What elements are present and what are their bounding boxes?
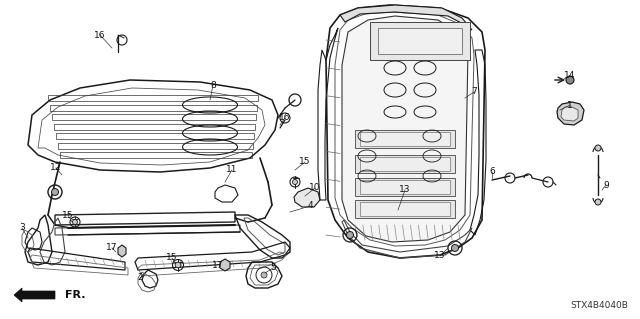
Text: 15: 15 (166, 254, 178, 263)
Text: 17: 17 (212, 262, 224, 271)
Text: 8: 8 (210, 80, 216, 90)
Circle shape (566, 76, 574, 84)
Polygon shape (220, 259, 230, 271)
Text: 14: 14 (564, 71, 576, 80)
Text: 17: 17 (106, 243, 118, 253)
Circle shape (51, 189, 58, 196)
Text: STX4B4040B: STX4B4040B (570, 301, 628, 310)
Circle shape (595, 199, 601, 205)
Text: 5: 5 (270, 263, 276, 272)
Circle shape (451, 244, 458, 251)
Text: 12: 12 (51, 164, 61, 173)
Circle shape (292, 180, 298, 184)
Text: 4: 4 (307, 202, 313, 211)
Polygon shape (14, 288, 55, 302)
Bar (360, 132, 450, 146)
Bar (360, 180, 450, 194)
Bar (355, 200, 455, 218)
Bar (370, 22, 470, 60)
Text: 13: 13 (435, 251, 445, 261)
Polygon shape (294, 188, 320, 207)
Polygon shape (561, 107, 578, 121)
Text: 15: 15 (300, 158, 311, 167)
Polygon shape (342, 16, 468, 242)
Polygon shape (557, 102, 584, 125)
Circle shape (72, 219, 77, 225)
Bar (355, 155, 455, 173)
Text: 11: 11 (227, 166, 237, 174)
Text: 16: 16 (94, 31, 106, 40)
Circle shape (595, 145, 601, 151)
Text: 10: 10 (309, 183, 321, 192)
Text: 9: 9 (603, 181, 609, 189)
Text: 3: 3 (19, 224, 25, 233)
Text: 7: 7 (471, 87, 477, 97)
Text: 13: 13 (399, 186, 411, 195)
Circle shape (175, 262, 181, 268)
Text: 2: 2 (137, 273, 143, 283)
Text: 16: 16 (279, 114, 291, 122)
Bar (355, 130, 455, 148)
Text: 1: 1 (567, 100, 573, 109)
Bar (360, 157, 450, 171)
Text: 6: 6 (489, 167, 495, 176)
Polygon shape (340, 5, 472, 30)
Polygon shape (118, 245, 126, 257)
Text: 15: 15 (62, 211, 74, 219)
Circle shape (261, 272, 267, 278)
Circle shape (346, 232, 353, 239)
Bar (378, 28, 462, 54)
Text: FR.: FR. (65, 290, 86, 300)
Bar (355, 178, 455, 196)
Bar (360, 202, 450, 216)
